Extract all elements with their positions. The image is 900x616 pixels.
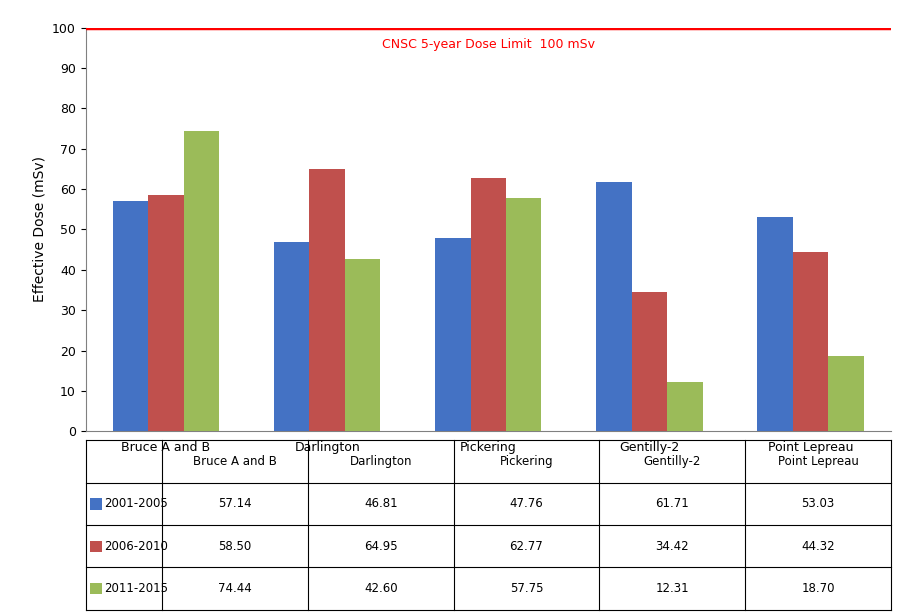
Bar — [184, 131, 220, 431]
Text: 12.31: 12.31 — [655, 582, 689, 595]
Text: 58.50: 58.50 — [219, 540, 251, 553]
Bar — [506, 198, 542, 431]
Bar — [345, 259, 381, 431]
Text: 53.03: 53.03 — [802, 498, 834, 511]
Text: 47.76: 47.76 — [509, 498, 544, 511]
Text: Darlington: Darlington — [349, 455, 412, 468]
Text: 64.95: 64.95 — [364, 540, 398, 553]
Text: 18.70: 18.70 — [801, 582, 835, 595]
Text: Pickering: Pickering — [500, 455, 554, 468]
Bar — [274, 242, 310, 431]
Text: Bruce A and B: Bruce A and B — [193, 455, 277, 468]
Text: 62.77: 62.77 — [509, 540, 544, 553]
Text: 57.14: 57.14 — [218, 498, 252, 511]
Bar — [828, 356, 864, 431]
Text: 74.44: 74.44 — [218, 582, 252, 595]
Bar — [757, 217, 793, 431]
Bar — [435, 238, 471, 431]
Bar — [596, 182, 632, 431]
Text: 2006-2010: 2006-2010 — [104, 540, 168, 553]
Bar — [471, 178, 506, 431]
Text: 2011-2015: 2011-2015 — [104, 582, 168, 595]
Text: Gentilly-2: Gentilly-2 — [644, 455, 701, 468]
Text: 61.71: 61.71 — [655, 498, 689, 511]
Bar — [793, 253, 828, 431]
Bar — [632, 293, 667, 431]
Bar — [112, 201, 148, 431]
Bar — [310, 169, 345, 431]
Y-axis label: Effective Dose (mSv): Effective Dose (mSv) — [32, 156, 46, 302]
Text: 46.81: 46.81 — [364, 498, 398, 511]
Text: CNSC 5-year Dose Limit  100 mSv: CNSC 5-year Dose Limit 100 mSv — [382, 38, 595, 51]
Bar — [148, 195, 184, 431]
Text: Point Lepreau: Point Lepreau — [778, 455, 859, 468]
Bar — [667, 381, 703, 431]
Text: 2001-2005: 2001-2005 — [104, 498, 168, 511]
Text: 44.32: 44.32 — [801, 540, 835, 553]
Text: 42.60: 42.60 — [364, 582, 398, 595]
Text: 57.75: 57.75 — [509, 582, 544, 595]
Text: 34.42: 34.42 — [655, 540, 689, 553]
